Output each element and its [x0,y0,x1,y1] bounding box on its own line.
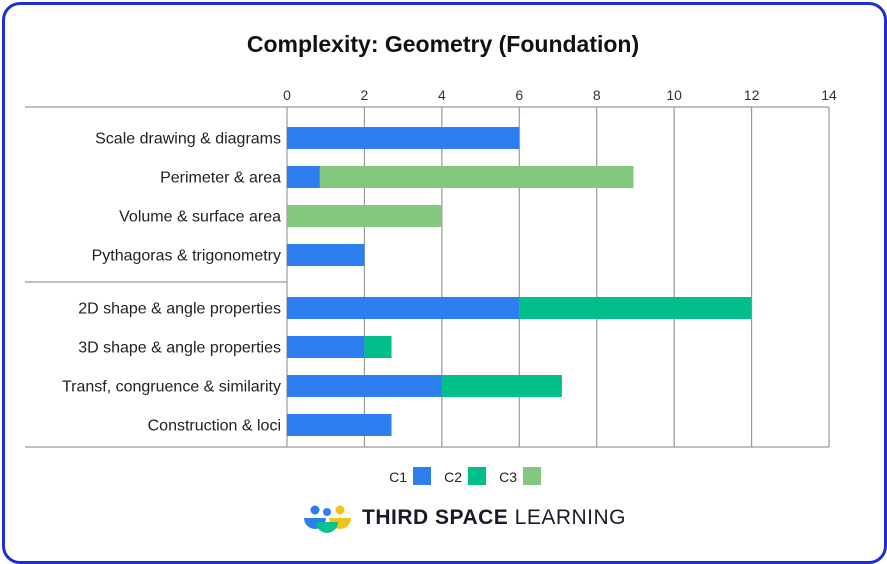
category-label: Perimeter & area [160,170,281,187]
bar-c3 [287,205,442,227]
bar-c1 [287,127,520,149]
x-tick-label: 8 [593,87,601,103]
brand-wordmark: THIRD SPACE LEARNING [362,506,626,530]
plot-borders [25,106,829,448]
bar-c2 [441,375,562,397]
legend-label: C3 [499,469,517,485]
brand-name-light: LEARNING [514,506,626,529]
category-label: 3D shape & angle properties [78,340,281,357]
logo-body [316,522,338,533]
x-tick-label: 14 [821,87,837,103]
x-tick-labels: 0 2 4 6 8 10 12 14 [283,87,837,103]
category-label: Transf, congruence & similarity [62,379,281,396]
x-tick-label: 2 [361,87,369,103]
x-tick-label: 6 [515,87,523,103]
bar-c1 [287,166,320,188]
x-tick-label: 4 [438,87,446,103]
category-label: Pythagoras & trigonometry [92,248,281,265]
bar-c1 [287,297,520,319]
logo-head [323,508,331,516]
bar-c2 [519,297,752,319]
category-label: Scale drawing & diagrams [95,131,281,148]
legend-label: C2 [444,469,462,485]
category-label: Construction & loci [148,418,281,435]
category-labels: Scale drawing & diagrams Perimeter & area… [62,131,281,435]
x-tick-label: 12 [744,87,760,103]
legend-swatch [413,467,431,485]
third-space-learning-logo-icon [304,505,351,533]
bar-c3 [319,166,634,188]
logo-head [335,505,345,515]
legend-swatch [468,467,486,485]
chart-title: Complexity: Geometry (Foundation) [247,31,639,57]
legend-swatch [523,467,541,485]
bar-c2 [364,336,392,358]
bar-c1 [287,414,392,436]
legend-label: C1 [389,469,407,485]
legend: C1 C2 C3 [389,467,541,485]
category-label: Volume & surface area [119,209,281,226]
category-label: 2D shape & angle properties [78,301,281,318]
x-tick-label: 0 [283,87,291,103]
bar-c1 [287,375,442,397]
bar-c1 [287,244,365,266]
brand-name-strong: THIRD SPACE [362,506,509,529]
x-tick-label: 10 [666,87,682,103]
bars [287,127,752,436]
bar-c1 [287,336,365,358]
logo-head [310,505,320,515]
